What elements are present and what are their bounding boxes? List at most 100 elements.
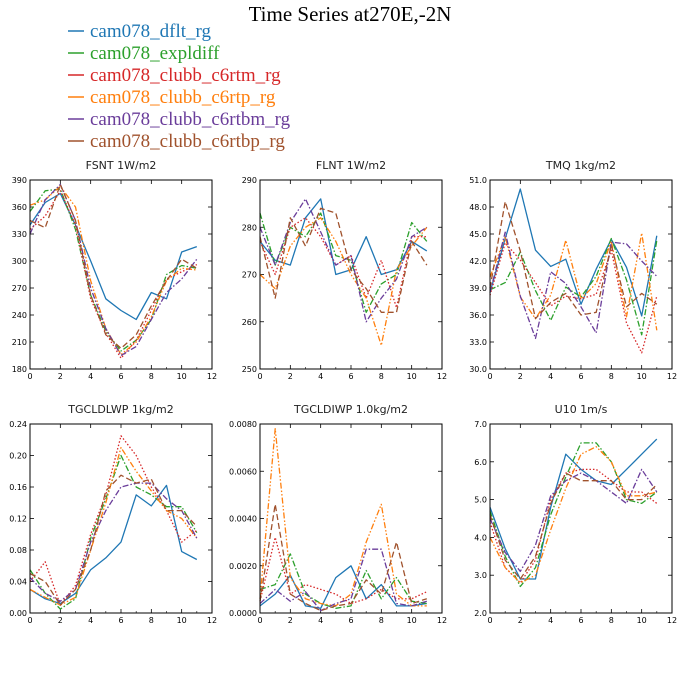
x-tick-label: 10 bbox=[407, 372, 417, 381]
plot-frame bbox=[489, 179, 673, 370]
chart-panel: U10 1m/s 0 2 4 6 8 10 12 2.0 3.0 4.0 5.0 6.0 7.0 bbox=[474, 403, 677, 625]
x-tick-label: 10 bbox=[407, 616, 417, 625]
legend: cam078_dflt_rgcam078_expldiffcam078_club… bbox=[68, 21, 291, 152]
y-tick-label: 2.0 bbox=[474, 609, 487, 618]
series-line bbox=[259, 553, 427, 609]
series-line bbox=[489, 438, 658, 580]
series-line bbox=[259, 503, 427, 612]
panel-title: TGCLDLWP 1kg/m2 bbox=[67, 403, 173, 416]
y-tick-label: 3.0 bbox=[474, 571, 487, 580]
x-tick-label: 6 bbox=[578, 616, 583, 625]
x-tick-label: 10 bbox=[177, 616, 187, 625]
x-tick-label: 12 bbox=[207, 372, 217, 381]
y-tick-label: 30.0 bbox=[469, 365, 487, 374]
x-tick-label: 0 bbox=[27, 616, 32, 625]
y-tick-label: 6.0 bbox=[474, 458, 487, 467]
series-line bbox=[489, 200, 658, 320]
panel-title: FLNT 1W/m2 bbox=[316, 159, 386, 172]
x-tick-label: 2 bbox=[58, 616, 63, 625]
x-tick-label: 6 bbox=[118, 372, 123, 381]
series-line bbox=[259, 198, 428, 323]
chart-panel: TGCLDIWP 1.0kg/m2 0 2 4 6 8 10 12 0.0000 0.0020 0.… bbox=[229, 403, 447, 625]
chart-panel: FSNT 1W/m2 0 2 4 6 8 10 12 180 210 240 270 300 330 360… bbox=[12, 159, 217, 381]
y-tick-label: 51.0 bbox=[469, 176, 487, 185]
y-tick-label: 4.0 bbox=[474, 533, 487, 542]
series-line bbox=[489, 446, 657, 584]
y-tick-label: 300 bbox=[12, 257, 27, 266]
series-line bbox=[489, 188, 658, 317]
y-tick-label: 250 bbox=[242, 365, 257, 374]
legend-item: cam078_dflt_rg bbox=[68, 21, 212, 42]
legend-label: cam078_clubb_c6rtbp_rg bbox=[90, 131, 285, 152]
series-line bbox=[489, 442, 658, 588]
series-line bbox=[489, 231, 658, 340]
x-tick-label: 10 bbox=[177, 372, 187, 381]
y-tick-label: 330 bbox=[12, 230, 27, 239]
y-tick-label: 0.0080 bbox=[229, 420, 257, 429]
series-line bbox=[29, 190, 198, 359]
x-tick-label: 12 bbox=[207, 616, 217, 625]
y-tick-label: 48.0 bbox=[469, 203, 487, 212]
x-tick-label: 12 bbox=[667, 372, 677, 381]
y-tick-label: 36.0 bbox=[469, 311, 487, 320]
x-tick-label: 0 bbox=[257, 372, 262, 381]
figure-title: Time Series at270E,-2N bbox=[249, 2, 452, 26]
series-line bbox=[29, 482, 198, 602]
x-tick-label: 2 bbox=[288, 372, 293, 381]
chart-panels: FSNT 1W/m20 2 4 6 8 10 12180210240270300330360… bbox=[9, 159, 677, 625]
y-tick-label: 270 bbox=[242, 271, 257, 280]
y-tick-label: 42.0 bbox=[469, 257, 487, 266]
x-tick-label: 0 bbox=[487, 616, 492, 625]
chart-panel: TMQ 1kg/m2 0 2 4 6 8 10 12 30.0 33.0 36.0 39.0 42.0 4… bbox=[469, 159, 677, 381]
y-tick-label: 33.0 bbox=[469, 338, 487, 347]
y-tick-label: 0.0020 bbox=[229, 562, 257, 571]
x-tick-label: 0 bbox=[257, 616, 262, 625]
x-tick-label: 8 bbox=[379, 372, 384, 381]
series-line bbox=[489, 468, 658, 584]
x-tick-label: 2 bbox=[518, 372, 523, 381]
legend-item: cam078_clubb_c6rtbp_rg bbox=[68, 131, 285, 152]
y-tick-label: 210 bbox=[12, 338, 27, 347]
plot-frame bbox=[489, 423, 673, 614]
series-line bbox=[29, 183, 198, 357]
y-tick-label: 0.0040 bbox=[229, 515, 257, 524]
y-tick-label: 0.0000 bbox=[229, 609, 257, 618]
series-line bbox=[489, 237, 658, 336]
x-tick-label: 4 bbox=[88, 372, 93, 381]
legend-item: cam078_expldiff bbox=[68, 43, 220, 64]
legend-label: cam078_clubb_c6rtp_rg bbox=[90, 87, 276, 108]
series-line bbox=[29, 188, 197, 352]
legend-item: cam078_clubb_c6rtm_rg bbox=[68, 65, 281, 86]
series-line bbox=[259, 428, 427, 607]
series-line bbox=[29, 183, 198, 349]
x-tick-label: 6 bbox=[348, 372, 353, 381]
x-tick-label: 2 bbox=[58, 372, 63, 381]
y-tick-label: 7.0 bbox=[474, 420, 487, 429]
y-tick-label: 0.24 bbox=[9, 420, 27, 429]
series-line bbox=[259, 548, 427, 612]
y-tick-label: 0.0060 bbox=[229, 467, 257, 476]
series-line bbox=[29, 192, 198, 321]
x-tick-label: 4 bbox=[318, 616, 323, 625]
series-line bbox=[29, 185, 197, 356]
series-line bbox=[29, 454, 198, 610]
series-line bbox=[489, 468, 658, 573]
x-tick-label: 8 bbox=[149, 616, 154, 625]
y-tick-label: 0.04 bbox=[9, 578, 27, 587]
y-tick-label: 290 bbox=[242, 176, 257, 185]
series-line bbox=[29, 474, 198, 606]
x-tick-label: 8 bbox=[149, 372, 154, 381]
y-tick-label: 390 bbox=[12, 176, 27, 185]
panel-title: TGCLDIWP 1.0kg/m2 bbox=[293, 403, 408, 416]
plot-frame bbox=[259, 423, 443, 614]
x-tick-label: 2 bbox=[518, 616, 523, 625]
chart-panel: TGCLDLWP 1kg/m2 0 2 4 6 8 10 12 0.00 0.04 0.08 0.12… bbox=[9, 403, 217, 625]
legend-label: cam078_clubb_c6rtm_rg bbox=[90, 65, 281, 86]
x-tick-label: 6 bbox=[578, 372, 583, 381]
y-tick-label: 280 bbox=[242, 223, 257, 232]
x-tick-label: 8 bbox=[609, 372, 614, 381]
y-tick-label: 0.20 bbox=[9, 452, 27, 461]
series-line bbox=[489, 472, 658, 580]
x-tick-label: 8 bbox=[379, 616, 384, 625]
